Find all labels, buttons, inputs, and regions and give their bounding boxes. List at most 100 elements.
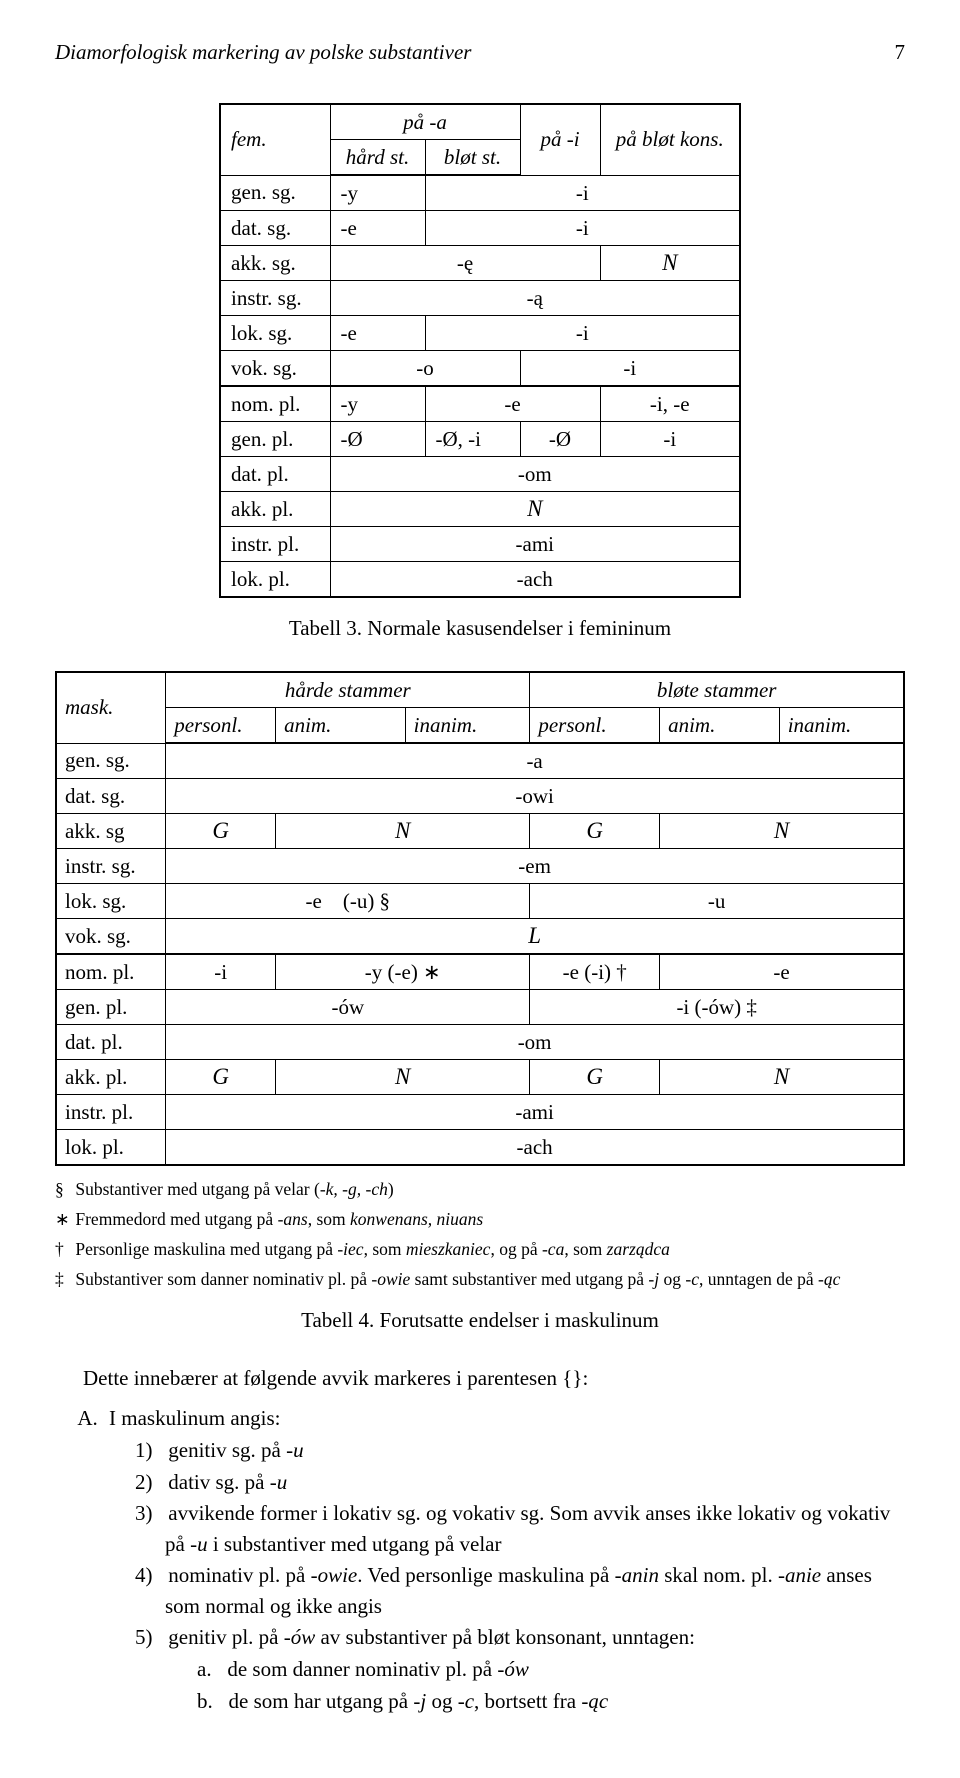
list-item: de som har utgang på -j og -c, bortsett … [197,1686,905,1716]
cell: -i, -e [600,386,740,422]
table-row: lok. pl. -ach [220,562,740,598]
list-numeric: genitiv sg. på -u dativ sg. på -u avvike… [109,1435,905,1716]
table-row: akk. sg G N G N [56,814,904,849]
cell: -i [425,211,740,246]
cell: -om [166,1025,904,1060]
list-item: de som danner nominativ pl. på -ów [197,1654,905,1684]
body-intro: Dette innebærer at følgende avvik marker… [55,1363,905,1393]
table2-footnotes: § Substantiver med utgang på velar (-k, … [55,1176,905,1294]
cell: -i [425,316,740,351]
t2-sub: anim. [660,708,780,744]
cell: -u [530,884,904,919]
row-label: instr. sg. [220,281,330,316]
table-row: gen. sg. -a [56,743,904,779]
table-row: gen. sg. -y -i [220,175,740,211]
table-row: vok. sg. L [56,919,904,955]
table-row: lok. pl. -ach [56,1130,904,1166]
table-row: nom. pl. -y -e -i, -e [220,386,740,422]
cell: G [530,814,660,849]
table-row: instr. pl. -ami [220,527,740,562]
cell: -a [166,743,904,779]
t1-head-blot: bløt st. [425,140,520,176]
cell: -o [330,351,520,387]
row-label: akk. pl. [220,492,330,527]
cell: -ów [166,990,530,1025]
list-item-A: I maskulinum angis: genitiv sg. på -u da… [103,1403,905,1716]
cell: -Ø [330,422,425,457]
cell: -ach [330,562,740,598]
table-row: dat. pl. -om [56,1025,904,1060]
row-label: dat. sg. [56,779,166,814]
cell: -Ø [520,422,600,457]
cell: N [600,246,740,281]
cell: -owi [166,779,904,814]
list-item: nominativ pl. på -owie. Ved personlige m… [135,1560,905,1621]
row-label: instr. pl. [220,527,330,562]
footnote: ‡ Substantiver som danner nominativ pl. … [55,1266,905,1293]
table-row: lok. sg. -e -i [220,316,740,351]
table-row: dat. pl. -om [220,457,740,492]
cell: -i [166,954,276,990]
row-label: nom. pl. [56,954,166,990]
cell: N [330,492,740,527]
row-label: akk. sg [56,814,166,849]
row-label: akk. sg. [220,246,330,281]
cell: G [530,1060,660,1095]
table-row: lok. sg. -e (-u) § -u [56,884,904,919]
table-maskulinum: mask. hårde stammer bløte stammer person… [55,671,905,1166]
row-label: dat. pl. [220,457,330,492]
table1-caption: Tabell 3. Normale kasusendelser i femini… [55,616,905,641]
row-label: gen. sg. [56,743,166,779]
list-item: genitiv sg. på -u [135,1435,905,1465]
cell: -em [166,849,904,884]
cell: -y [330,175,425,211]
cell: -e [425,386,600,422]
table-row: instr. sg. -ą [220,281,740,316]
row-label: dat. sg. [220,211,330,246]
cell: -om [330,457,740,492]
row-label: lok. sg. [220,316,330,351]
cell: -ami [330,527,740,562]
t2-sub: anim. [276,708,406,744]
cell: L [166,919,904,955]
running-title: Diamorfologisk markering av polske subst… [55,40,471,65]
t2-head-blote: bløte stammer [530,672,904,708]
row-label: vok. sg. [220,351,330,387]
table-row: akk. sg. -ę N [220,246,740,281]
list-item: avvikende former i lokativ sg. og vokati… [135,1498,905,1559]
cell: -e (-u) § [166,884,530,919]
footnote: § Substantiver med utgang på velar (-k, … [55,1176,905,1203]
table-femininum: fem. på -a på -i på bløt kons. hård st. … [219,103,741,598]
cell: N [660,1060,904,1095]
cell: -i (-ów) ‡ [530,990,904,1025]
cell: N [660,814,904,849]
row-label: lok. pl. [56,1130,166,1166]
cell: -ą [330,281,740,316]
footnote: † Personlige maskulina med utgang på -ie… [55,1236,905,1263]
cell: -y [330,386,425,422]
table2-caption: Tabell 4. Forutsatte endelser i maskulin… [55,1308,905,1333]
t2-sub: personl. [166,708,276,744]
cell: -ach [166,1130,904,1166]
row-label: gen. pl. [220,422,330,457]
cell: -e (-i) † [530,954,660,990]
row-label: nom. pl. [220,386,330,422]
table-row: vok. sg. -o -i [220,351,740,387]
table-row: instr. sg. -em [56,849,904,884]
cell: G [166,814,276,849]
cell: N [276,814,530,849]
cell: -i [425,175,740,211]
t2-head-harde: hårde stammer [166,672,530,708]
table-row: akk. pl. N [220,492,740,527]
table-row: dat. sg. -owi [56,779,904,814]
table-row: dat. sg. -e -i [220,211,740,246]
row-label: gen. sg. [220,175,330,211]
cell: -Ø, -i [425,422,520,457]
table-row: instr. pl. -ami [56,1095,904,1130]
cell: -y (-e) ∗ [276,954,530,990]
row-label: dat. pl. [56,1025,166,1060]
running-head: Diamorfologisk markering av polske subst… [55,40,905,65]
t1-head-pa-i: på -i [520,104,600,175]
cell: -ę [330,246,600,281]
page-number: 7 [895,40,906,65]
